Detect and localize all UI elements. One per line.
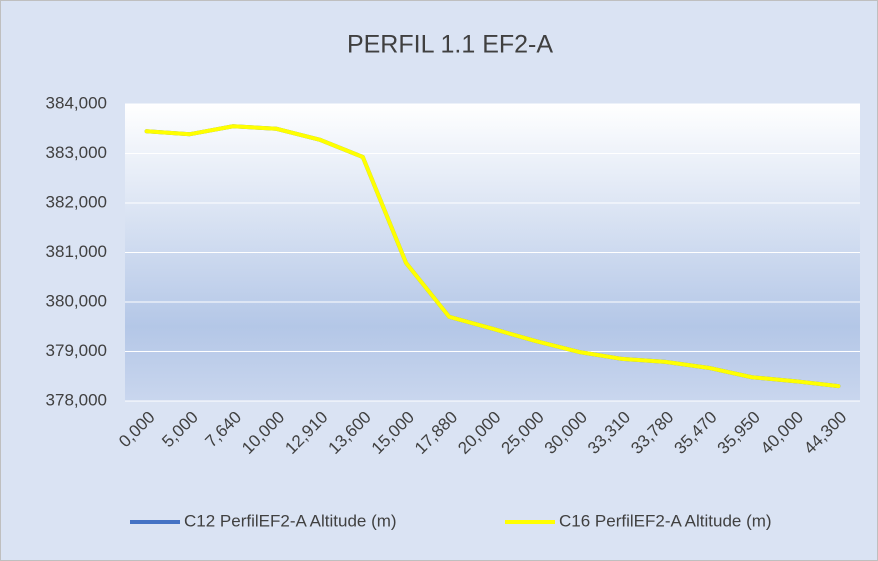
y-tick-label: 382,000 [46,192,107,211]
legend-label: C16 PerfilEF2-A Altitude (m) [559,511,772,530]
y-tick-label: 378,000 [46,390,107,409]
chart-title: PERFIL 1.1 EF2-A [347,31,553,59]
legend-label: C12 PerfilEF2-A Altitude (m) [184,511,397,530]
y-tick-label: 379,000 [46,341,107,360]
y-tick-label: 381,000 [46,242,107,261]
y-tick-label: 380,000 [46,291,107,310]
y-tick-label: 383,000 [46,143,107,162]
y-tick-label: 384,000 [46,93,107,112]
series-line [144,124,841,389]
